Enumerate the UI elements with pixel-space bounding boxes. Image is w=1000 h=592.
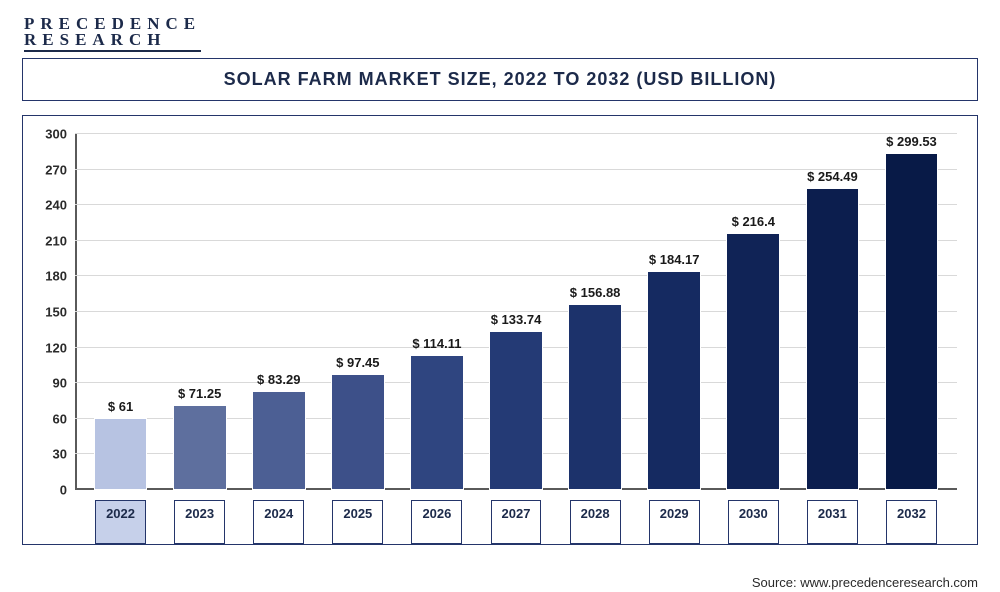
bar-slot: $ 254.49 (793, 134, 872, 490)
bars-group: $ 61 $ 71.25 $ 83.29 $ 97.45 $ 114.11 $ 133.7… (75, 134, 957, 490)
y-tick-label: 60 (53, 411, 67, 426)
y-tick-label: 0 (60, 483, 67, 498)
bar-slot: $ 97.45 (318, 134, 397, 490)
x-label-slot: 2026 (397, 490, 476, 544)
x-label-slot: 2024 (239, 490, 318, 544)
bar-slot: $ 216.4 (714, 134, 793, 490)
source-caption: Source: www.precedenceresearch.com (752, 575, 978, 590)
x-axis-labels: 2022 2023 2024 2025 2026 2027 2028 2029 2030 2031… (75, 490, 957, 544)
x-category-label: 2032 (886, 500, 937, 544)
x-label-slot: 2030 (714, 490, 793, 544)
x-category-label: 2030 (728, 500, 779, 544)
x-category-label: 2029 (649, 500, 700, 544)
bar (647, 271, 701, 490)
x-category-label: 2026 (411, 500, 462, 544)
bar-value-label: $ 97.45 (336, 355, 379, 370)
bar-value-label: $ 114.11 (412, 336, 461, 351)
x-label-slot: 2031 (793, 490, 872, 544)
brand-logo: PRECEDENCE RESEARCH (24, 16, 201, 52)
x-category-label: 2031 (807, 500, 858, 544)
y-tick-label: 30 (53, 447, 67, 462)
bar-value-label: $ 133.74 (491, 312, 542, 327)
bar (410, 355, 464, 490)
x-label-slot: 2025 (318, 490, 397, 544)
bar-slot: $ 156.88 (556, 134, 635, 490)
x-category-label: 2024 (253, 500, 304, 544)
bar (568, 304, 622, 490)
bar-slot: $ 83.29 (239, 134, 318, 490)
plot-area: $ 61 $ 71.25 $ 83.29 $ 97.45 $ 114.11 $ 133.7… (75, 134, 957, 490)
y-tick-label: 150 (45, 305, 67, 320)
x-category-label: 2022 (95, 500, 146, 544)
bar (726, 233, 780, 490)
x-category-label: 2028 (570, 500, 621, 544)
chart-container: 0 30 60 90 120 150 180 210 240 270 300 $ 61 $ 71.25… (22, 115, 978, 545)
y-axis-ticks: 0306090120150180210240270300 (23, 134, 75, 490)
logo-line2: RESEARCH (24, 32, 201, 52)
bar-value-label: $ 71.25 (178, 386, 221, 401)
x-label-slot: 2022 (81, 490, 160, 544)
bar (252, 391, 306, 490)
x-category-label: 2025 (332, 500, 383, 544)
x-category-label: 2027 (491, 500, 542, 544)
bar (331, 374, 385, 490)
bar-slot: $ 114.11 (397, 134, 476, 490)
y-tick-label: 300 (45, 127, 67, 142)
bar-value-label: $ 184.17 (649, 252, 700, 267)
bar-slot: $ 184.17 (635, 134, 714, 490)
figure-root: PRECEDENCE RESEARCH SOLAR FARM MARKET SI… (0, 0, 1000, 592)
bar-slot: $ 61 (81, 134, 160, 490)
bar-value-label: $ 254.49 (807, 169, 858, 184)
bar-slot: $ 71.25 (160, 134, 239, 490)
x-label-slot: 2023 (160, 490, 239, 544)
bar-slot: $ 133.74 (476, 134, 555, 490)
bar (806, 188, 860, 490)
bar (94, 418, 148, 490)
y-tick-label: 210 (45, 233, 67, 248)
y-tick-label: 90 (53, 376, 67, 391)
bar (173, 405, 227, 490)
chart-title: SOLAR FARM MARKET SIZE, 2022 TO 2032 (US… (22, 58, 978, 101)
bar-value-label: $ 299.53 (886, 134, 937, 149)
bar-value-label: $ 83.29 (257, 372, 300, 387)
x-label-slot: 2029 (635, 490, 714, 544)
bar-value-label: $ 61 (108, 399, 133, 414)
bar (885, 153, 939, 490)
bar-value-label: $ 216.4 (732, 214, 775, 229)
bar (489, 331, 543, 490)
bar-value-label: $ 156.88 (570, 285, 621, 300)
x-label-slot: 2032 (872, 490, 951, 544)
bar-slot: $ 299.53 (872, 134, 951, 490)
x-category-label: 2023 (174, 500, 225, 544)
x-label-slot: 2028 (556, 490, 635, 544)
x-label-slot: 2027 (476, 490, 555, 544)
y-tick-label: 180 (45, 269, 67, 284)
y-tick-label: 270 (45, 162, 67, 177)
y-tick-label: 120 (45, 340, 67, 355)
y-tick-label: 240 (45, 198, 67, 213)
